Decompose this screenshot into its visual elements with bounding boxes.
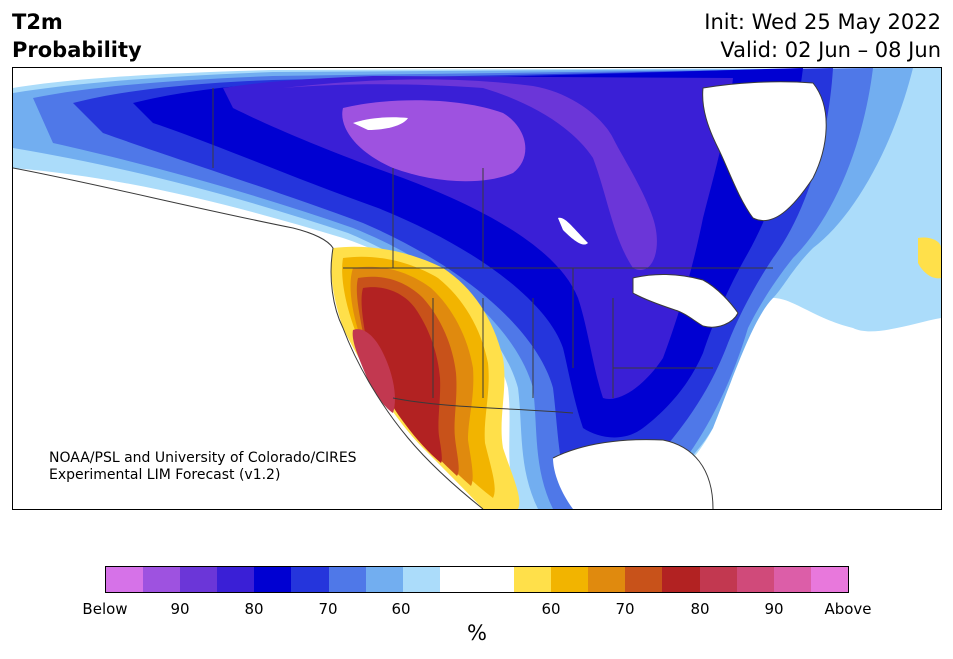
chart-title: T2m Probability xyxy=(12,8,142,64)
warm-core xyxy=(352,329,395,413)
colorbar-tick-label: 90 xyxy=(764,600,784,618)
colorbar-segment xyxy=(551,567,589,592)
credit-text: NOAA/PSL and University of Colorado/CIRE… xyxy=(49,450,357,484)
colorbar-segment xyxy=(476,567,515,592)
colorbar-tick-label: 70 xyxy=(615,600,635,618)
colorbar-tick-label: Above xyxy=(824,600,872,618)
colorbar-segment xyxy=(143,567,181,592)
hudson-bay xyxy=(702,81,827,221)
map-svg xyxy=(13,68,941,509)
warm-band-80 xyxy=(361,287,442,463)
title-type: Probability xyxy=(12,38,142,62)
colorbar-tick-label: 80 xyxy=(690,600,710,618)
colorbar-segment xyxy=(254,567,292,592)
gulf-of-mexico xyxy=(553,439,713,509)
colorbar xyxy=(105,566,849,593)
colorbar-tick-label: 60 xyxy=(541,600,561,618)
lake-winnipeg xyxy=(558,217,588,245)
colorbar-segment xyxy=(402,567,440,592)
colorbar-segment xyxy=(736,567,774,592)
colorbar-segment xyxy=(180,567,218,592)
title-variable: T2m xyxy=(12,10,63,34)
colorbar-segment xyxy=(106,567,144,592)
init-date: Init: Wed 25 May 2022 xyxy=(704,10,941,34)
credit-line-1: NOAA/PSL and University of Colorado/CIRE… xyxy=(49,450,357,466)
probability-map xyxy=(12,67,942,510)
colorbar-tick-label: Below xyxy=(82,600,128,618)
colorbar-segment xyxy=(699,567,737,592)
credit-line-2: Experimental LIM Forecast (v1.2) xyxy=(49,467,281,483)
forecast-dates: Init: Wed 25 May 2022 Valid: 02 Jun – 08… xyxy=(704,8,941,64)
colorbar-segment xyxy=(365,567,403,592)
colorbar-segment xyxy=(773,567,811,592)
warm-band-northeast xyxy=(918,237,941,279)
great-lakes xyxy=(633,274,738,328)
colorbar-unit: % xyxy=(467,621,487,645)
colorbar-segment xyxy=(328,567,366,592)
colorbar-tick-label: 70 xyxy=(318,600,338,618)
colorbar-segment xyxy=(625,567,663,592)
colorbar-segment xyxy=(514,567,552,592)
valid-date: Valid: 02 Jun – 08 Jun xyxy=(720,38,941,62)
coastlines xyxy=(13,81,827,509)
colorbar-segment xyxy=(217,567,255,592)
colorbar-tick-label: 90 xyxy=(170,600,190,618)
colorbar-segment xyxy=(588,567,626,592)
colorbar-segment xyxy=(662,567,700,592)
great-slave-lake xyxy=(353,117,408,130)
colorbar-segment xyxy=(291,567,329,592)
colorbar-segment xyxy=(810,567,848,592)
colorbar-tick-label: 60 xyxy=(391,600,411,618)
colorbar-tick-label: 80 xyxy=(244,600,264,618)
cold-band-90 xyxy=(283,79,657,270)
colorbar-segment xyxy=(439,567,477,592)
pacific-gap xyxy=(13,168,483,509)
